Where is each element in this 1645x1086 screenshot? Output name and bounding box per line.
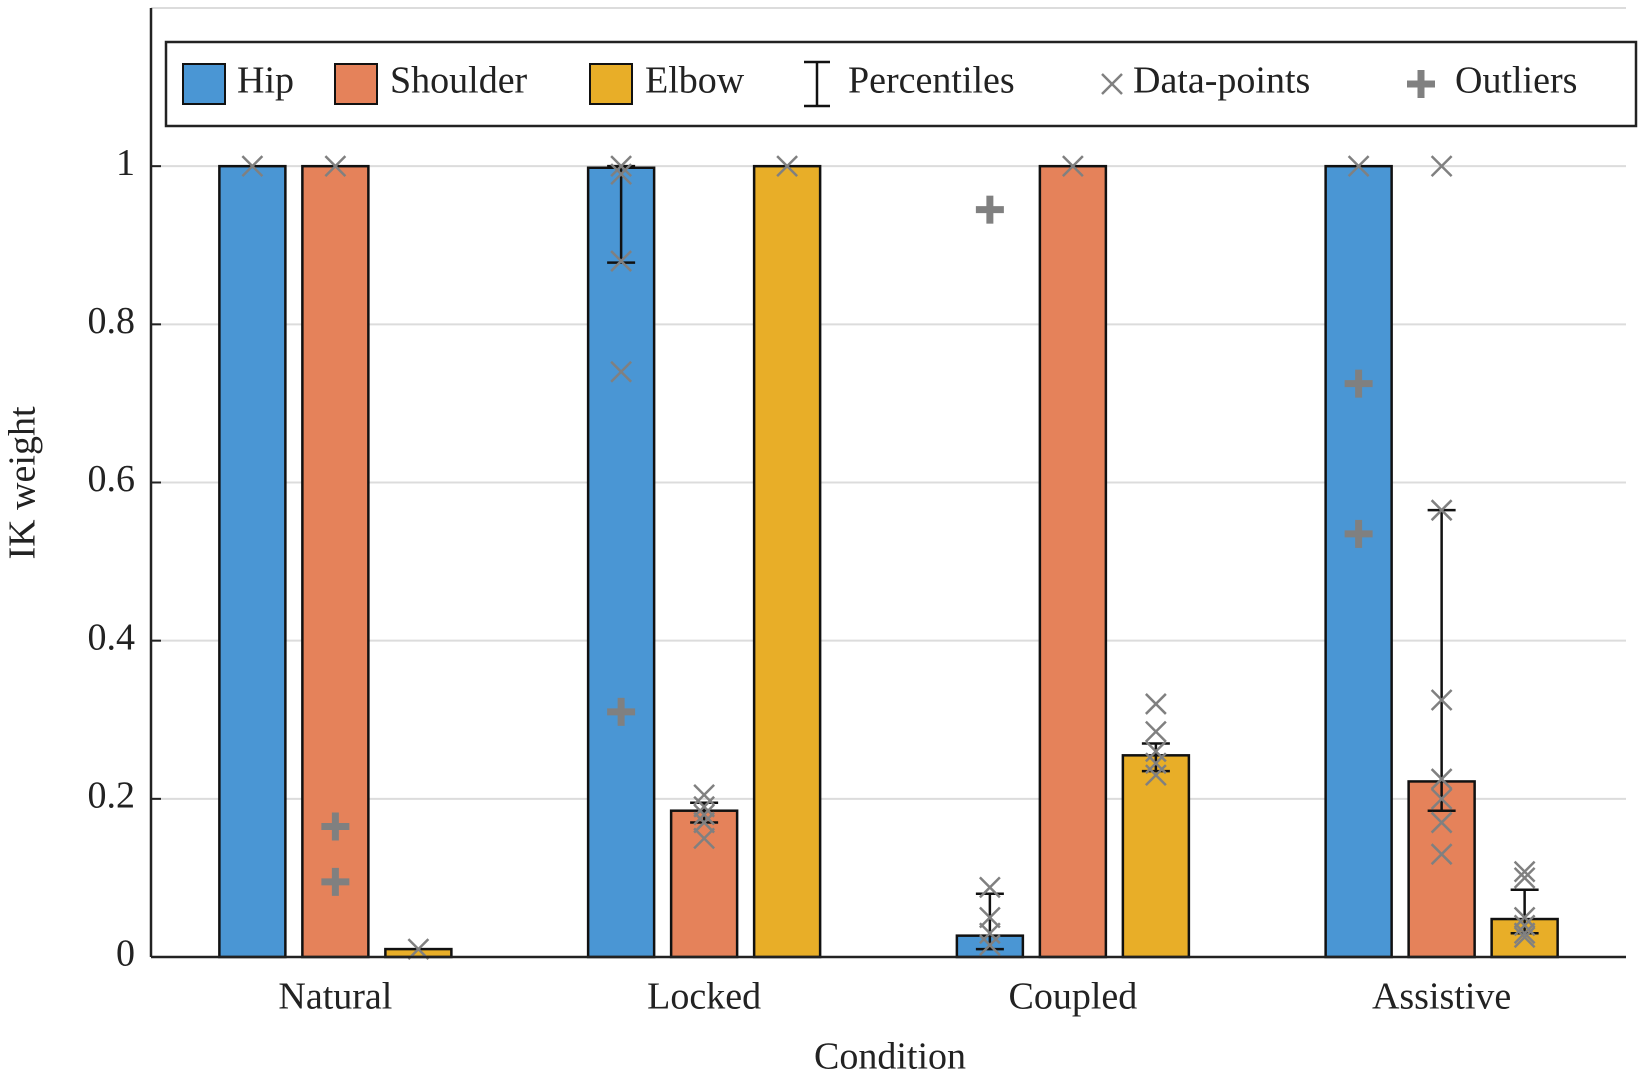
x-axis-label: Condition bbox=[814, 1036, 966, 1078]
data-point bbox=[1430, 768, 1453, 790]
data-point bbox=[1513, 906, 1536, 929]
legend-label: Shoulder bbox=[390, 60, 528, 102]
data-point bbox=[1347, 155, 1370, 178]
legend-label: Data-points bbox=[1133, 60, 1310, 102]
legend-swatch bbox=[334, 63, 378, 105]
outlier bbox=[1344, 369, 1373, 398]
data-point bbox=[978, 876, 1001, 899]
bar bbox=[586, 166, 656, 959]
y-tick-label: 0.8 bbox=[88, 300, 136, 342]
legend-box bbox=[164, 40, 1638, 128]
error-bar bbox=[1427, 508, 1456, 812]
bar bbox=[669, 809, 739, 959]
data-point bbox=[610, 155, 633, 178]
bar bbox=[218, 164, 287, 959]
bar bbox=[1038, 164, 1108, 959]
data-point bbox=[1430, 689, 1453, 711]
data-point bbox=[978, 906, 1001, 929]
data-point bbox=[1430, 499, 1453, 522]
data-point bbox=[1144, 720, 1167, 743]
data-point bbox=[1430, 843, 1453, 866]
x-tick-label: Coupled bbox=[1008, 976, 1137, 1018]
outlier bbox=[975, 195, 1004, 224]
legend-percentiles-icon bbox=[804, 60, 830, 108]
data-point bbox=[1144, 693, 1167, 715]
data-point bbox=[324, 155, 347, 178]
data-point bbox=[610, 250, 633, 272]
data-point bbox=[1430, 811, 1453, 834]
data-point bbox=[776, 155, 799, 178]
data-point bbox=[1513, 926, 1536, 949]
y-tick-label: 0.2 bbox=[88, 775, 136, 817]
outlier bbox=[1344, 519, 1373, 548]
data-point bbox=[693, 827, 716, 850]
legend-label: Elbow bbox=[645, 60, 745, 102]
outlier bbox=[321, 812, 350, 841]
data-point bbox=[1513, 860, 1536, 883]
legend-points-icon bbox=[1101, 73, 1123, 95]
bar bbox=[1324, 164, 1393, 959]
bar bbox=[1121, 754, 1191, 959]
outlier bbox=[607, 697, 636, 726]
data-point bbox=[693, 803, 716, 826]
data-point bbox=[1061, 155, 1084, 178]
data-point bbox=[1513, 867, 1536, 889]
error-bar bbox=[975, 892, 1004, 951]
data-point bbox=[610, 163, 633, 185]
x-tick-label: Locked bbox=[647, 976, 761, 1018]
legend-label: Outliers bbox=[1455, 60, 1577, 102]
x-tick-label: Natural bbox=[278, 976, 392, 1018]
data-point bbox=[693, 795, 716, 818]
bar bbox=[752, 164, 822, 959]
data-point bbox=[610, 360, 633, 383]
data-point bbox=[978, 934, 1001, 957]
data-point bbox=[1513, 922, 1536, 945]
legend-swatch bbox=[182, 63, 226, 105]
legend-outliers-icon bbox=[1407, 70, 1435, 98]
legend-swatch bbox=[589, 63, 633, 105]
outlier bbox=[321, 867, 350, 896]
y-tick-label: 0 bbox=[116, 933, 135, 975]
x-tick-label: Assistive bbox=[1372, 976, 1511, 1018]
legend-label: Percentiles bbox=[848, 60, 1015, 102]
y-tick-label: 0.4 bbox=[88, 616, 136, 658]
data-point bbox=[1144, 764, 1167, 786]
data-point bbox=[1430, 155, 1453, 178]
data-point bbox=[1430, 787, 1453, 810]
y-tick-label: 1 bbox=[116, 142, 135, 184]
y-axis-label: IK weight bbox=[2, 406, 44, 559]
legend-label: Hip bbox=[237, 60, 294, 102]
data-point bbox=[241, 155, 264, 178]
y-tick-label: 0.6 bbox=[88, 458, 136, 500]
data-point bbox=[693, 811, 716, 834]
